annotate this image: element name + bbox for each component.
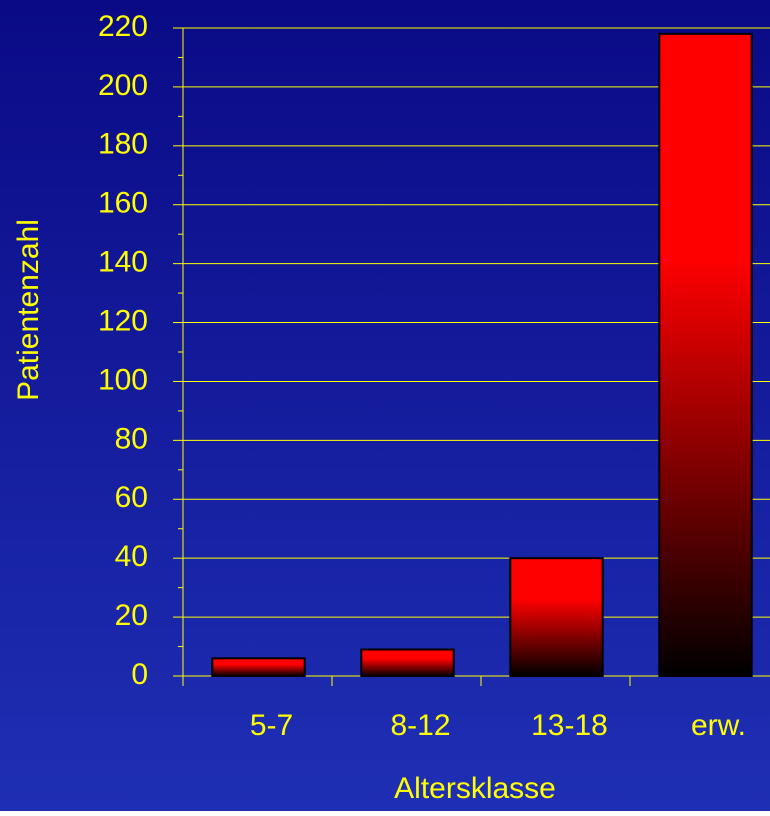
y-tick-label: 140 (98, 246, 148, 279)
x-tick-label: 5-7 (250, 709, 293, 742)
y-axis-label: Patientenzahl (12, 219, 45, 401)
y-tick-label: 120 (98, 304, 148, 337)
bar (658, 32, 753, 677)
y-tick-label: 20 (115, 599, 148, 632)
y-tick-label: 220 (98, 10, 148, 43)
y-tick-label: 0 (131, 658, 148, 691)
y-tick-label: 100 (98, 363, 148, 396)
y-tick-label: 160 (98, 187, 148, 220)
y-tick-label: 180 (98, 128, 148, 161)
y-tick-label: 200 (98, 69, 148, 102)
x-tick-label: 13-18 (531, 709, 608, 742)
bar (360, 648, 455, 677)
x-tick-label: erw. (691, 709, 746, 742)
bar (509, 557, 604, 678)
bar (211, 657, 306, 677)
y-tick-label: 40 (115, 540, 148, 573)
y-tick-label: 80 (115, 422, 148, 455)
x-tick-label: 8-12 (390, 709, 450, 742)
x-axis-label: Altersklasse (394, 772, 556, 805)
y-tick-label: 60 (115, 481, 148, 514)
